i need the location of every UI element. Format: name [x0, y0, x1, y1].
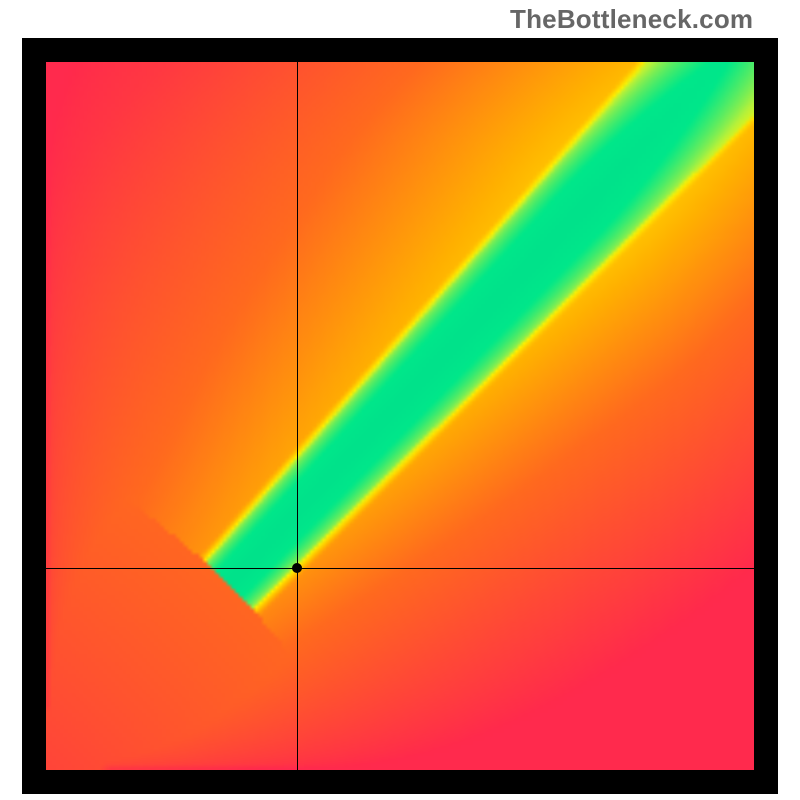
heatmap-plot-area — [46, 62, 754, 770]
watermark-text: TheBottleneck.com — [510, 4, 753, 35]
heatmap-frame — [22, 38, 778, 794]
heatmap-canvas — [46, 62, 754, 770]
crosshair-marker — [292, 563, 302, 573]
crosshair-horizontal — [46, 568, 754, 569]
stage: TheBottleneck.com — [0, 0, 800, 800]
crosshair-vertical — [297, 62, 298, 770]
